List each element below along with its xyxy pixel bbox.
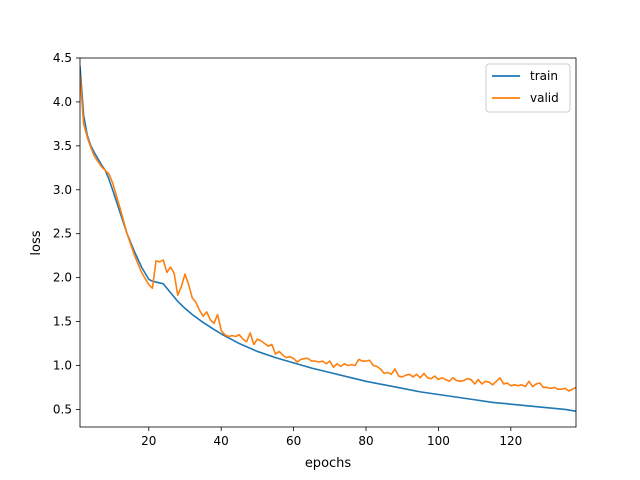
y-axis-ticks: 0.5 1.0 1.5 2.0 2.5 3.0 3.5 4.0 4.5	[53, 51, 80, 416]
y-tick-label: 4.5	[53, 51, 72, 65]
y-tick-label: 4.0	[53, 95, 72, 109]
x-axis-ticks: 20 40 60 80 100 120	[141, 427, 522, 448]
y-tick-label: 3.5	[53, 139, 72, 153]
series-line-train	[80, 65, 576, 413]
y-tick-label: 2.0	[53, 271, 72, 285]
x-tick-label: 20	[141, 434, 156, 448]
y-tick-label: 1.0	[53, 359, 72, 373]
y-axis-label: loss	[29, 230, 44, 255]
y-tick-label: 1.5	[53, 315, 72, 329]
y-tick-label: 0.5	[53, 402, 72, 416]
x-tick-label: 40	[214, 434, 229, 448]
y-tick-label: 3.0	[53, 183, 72, 197]
x-tick-label: 120	[499, 434, 522, 448]
legend-label-train: train	[530, 69, 558, 83]
plot-area-frame	[79, 57, 577, 428]
x-tick-label: 100	[427, 434, 450, 448]
x-axis-label: epochs	[305, 456, 352, 471]
series-layer	[80, 65, 576, 413]
legend-label-valid: valid	[530, 91, 559, 105]
series-line-valid	[80, 74, 576, 392]
x-tick-label: 80	[358, 434, 373, 448]
legend: train valid	[485, 63, 571, 113]
y-tick-label: 2.5	[53, 227, 72, 241]
x-tick-label: 60	[286, 434, 301, 448]
